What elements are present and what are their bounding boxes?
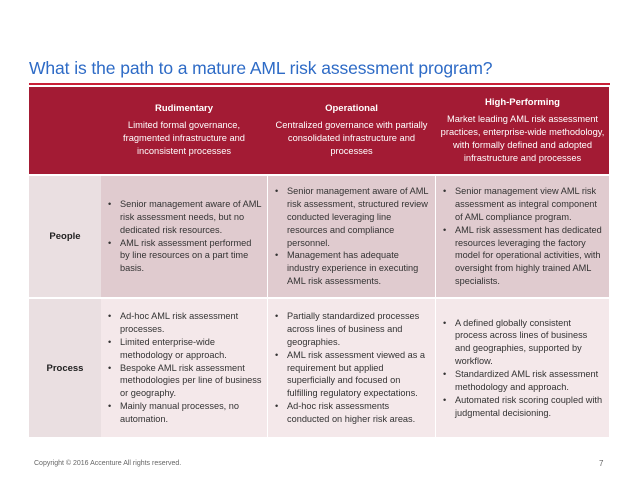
bullet-list: Partially standardized processes across …: [274, 310, 431, 426]
bullet-item: Management has adequate industry experie…: [274, 249, 431, 288]
page-number: 7: [599, 459, 604, 468]
matrix-row-people: People Senior management aware of AML ri…: [29, 176, 609, 297]
title-underline: [29, 83, 610, 85]
bullet-item: Bespoke AML risk assessment methodologie…: [107, 362, 263, 401]
bullet-list: Senior management aware of AML risk asse…: [107, 198, 263, 275]
bullet-item: Ad-hoc AML risk assessment processes.: [107, 310, 263, 336]
stage-name: Operational: [325, 103, 378, 115]
bullet-item: Standardized AML risk assessment methodo…: [442, 368, 605, 394]
bullet-item: A defined globally consistent process ac…: [442, 317, 605, 369]
bullet-item: Senior management aware of AML risk asse…: [274, 185, 431, 249]
bullet-item: Automated risk scoring coupled with judg…: [442, 394, 605, 420]
bullet-item: AML risk assessment has dedicated resour…: [442, 224, 605, 288]
header-corner-cell: [29, 87, 101, 174]
stage-header-rudimentary: Rudimentary Limited formal governance, f…: [101, 87, 267, 174]
bullet-item: AML risk assessment viewed as a requirem…: [274, 349, 431, 401]
stage-header-high-performing: High-Performing Market leading AML risk …: [436, 87, 609, 174]
maturity-matrix: Rudimentary Limited formal governance, f…: [29, 87, 609, 437]
bullet-item: Senior management view AML risk assessme…: [442, 185, 605, 224]
stage-description: Limited formal governance, fragmented in…: [123, 120, 245, 157]
bullet-list: Ad-hoc AML risk assessment processes. Li…: [107, 310, 263, 426]
stage-description: Market leading AML risk assessment pract…: [440, 114, 605, 163]
cell-people-operational: Senior management aware of AML risk asse…: [267, 176, 436, 297]
bullet-list: Senior management aware of AML risk asse…: [274, 185, 431, 288]
stage-description: Centralized governance with partially co…: [275, 120, 428, 157]
bullet-item: Ad-hoc risk assessments conducted on hig…: [274, 400, 431, 426]
cell-process-rudimentary: Ad-hoc AML risk assessment processes. Li…: [101, 299, 267, 437]
bullet-item: Mainly manual processes, no automation.: [107, 400, 263, 426]
matrix-row-process: Process Ad-hoc AML risk assessment proce…: [29, 299, 609, 437]
bullet-item: AML risk assessment performed by line re…: [107, 237, 263, 276]
bullet-item: Senior management aware of AML risk asse…: [107, 198, 263, 237]
stage-name: High-Performing: [485, 96, 560, 108]
stage-name: Rudimentary: [154, 103, 214, 115]
row-label: People: [29, 176, 101, 297]
bullet-item: Limited enterprise-wide methodology or a…: [107, 336, 263, 362]
cell-process-operational: Partially standardized processes across …: [267, 299, 436, 437]
row-label: Process: [29, 299, 101, 437]
bullet-list: Senior management view AML risk assessme…: [442, 185, 605, 288]
cell-process-high-performing: A defined globally consistent process ac…: [436, 299, 609, 437]
cell-people-high-performing: Senior management view AML risk assessme…: [436, 176, 609, 297]
bullet-list: A defined globally consistent process ac…: [442, 317, 605, 420]
bullet-item: Partially standardized processes across …: [274, 310, 431, 349]
cell-people-rudimentary: Senior management aware of AML risk asse…: [101, 176, 267, 297]
slide-title: What is the path to a mature AML risk as…: [29, 58, 493, 78]
matrix-header-row: Rudimentary Limited formal governance, f…: [29, 87, 609, 174]
stage-header-operational: Operational Centralized governance with …: [267, 87, 436, 174]
copyright-notice: Copyright © 2016 Accenture All rights re…: [34, 460, 182, 467]
